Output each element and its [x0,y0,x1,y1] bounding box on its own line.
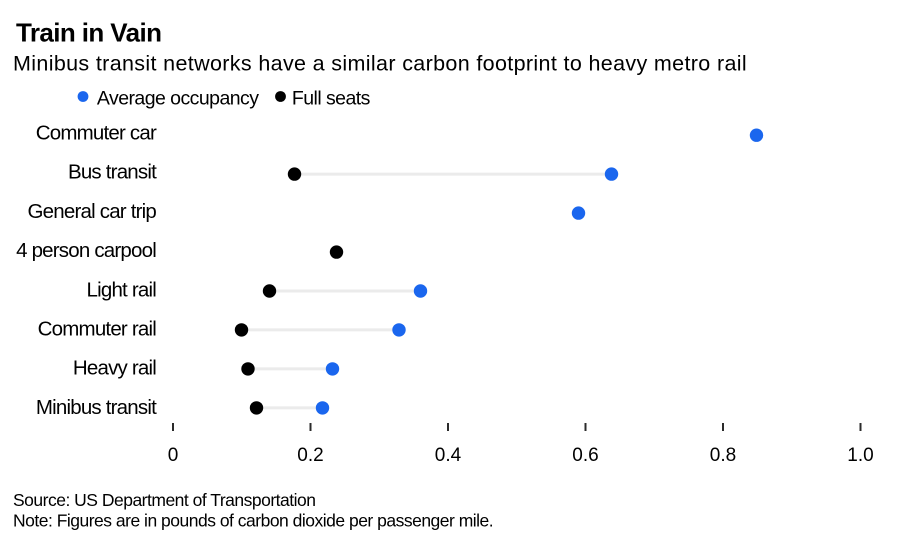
svg-text:0.8: 0.8 [710,445,736,466]
svg-text:Commuter car: Commuter car [36,122,157,145]
svg-text:Heavy rail: Heavy rail [73,357,156,380]
svg-text:Train in Vain: Train in Vain [16,18,161,48]
svg-text:Average occupancy: Average occupancy [97,88,259,110]
svg-text:Source: US Department of Trans: Source: US Department of Transportation [13,490,315,510]
svg-text:Minibus transit: Minibus transit [36,396,157,419]
svg-text:Full seats: Full seats [292,88,371,110]
svg-text:4 person carpool: 4 person carpool [16,239,156,262]
svg-text:0.2: 0.2 [297,445,323,466]
svg-text:Light rail: Light rail [87,278,157,301]
svg-text:0: 0 [168,445,179,466]
svg-text:Commuter rail: Commuter rail [38,318,157,341]
svg-text:Bus transit: Bus transit [68,161,157,184]
svg-text:0.6: 0.6 [572,445,598,466]
svg-text:General car trip: General car trip [28,200,157,223]
svg-text:1.0: 1.0 [847,445,873,466]
svg-text:0.4: 0.4 [435,445,462,466]
svg-text:Minibus transit networks have: Minibus transit networks have a similar … [13,52,747,76]
svg-text:Note: Figures are in pounds of: Note: Figures are in pounds of carbon di… [13,511,493,531]
